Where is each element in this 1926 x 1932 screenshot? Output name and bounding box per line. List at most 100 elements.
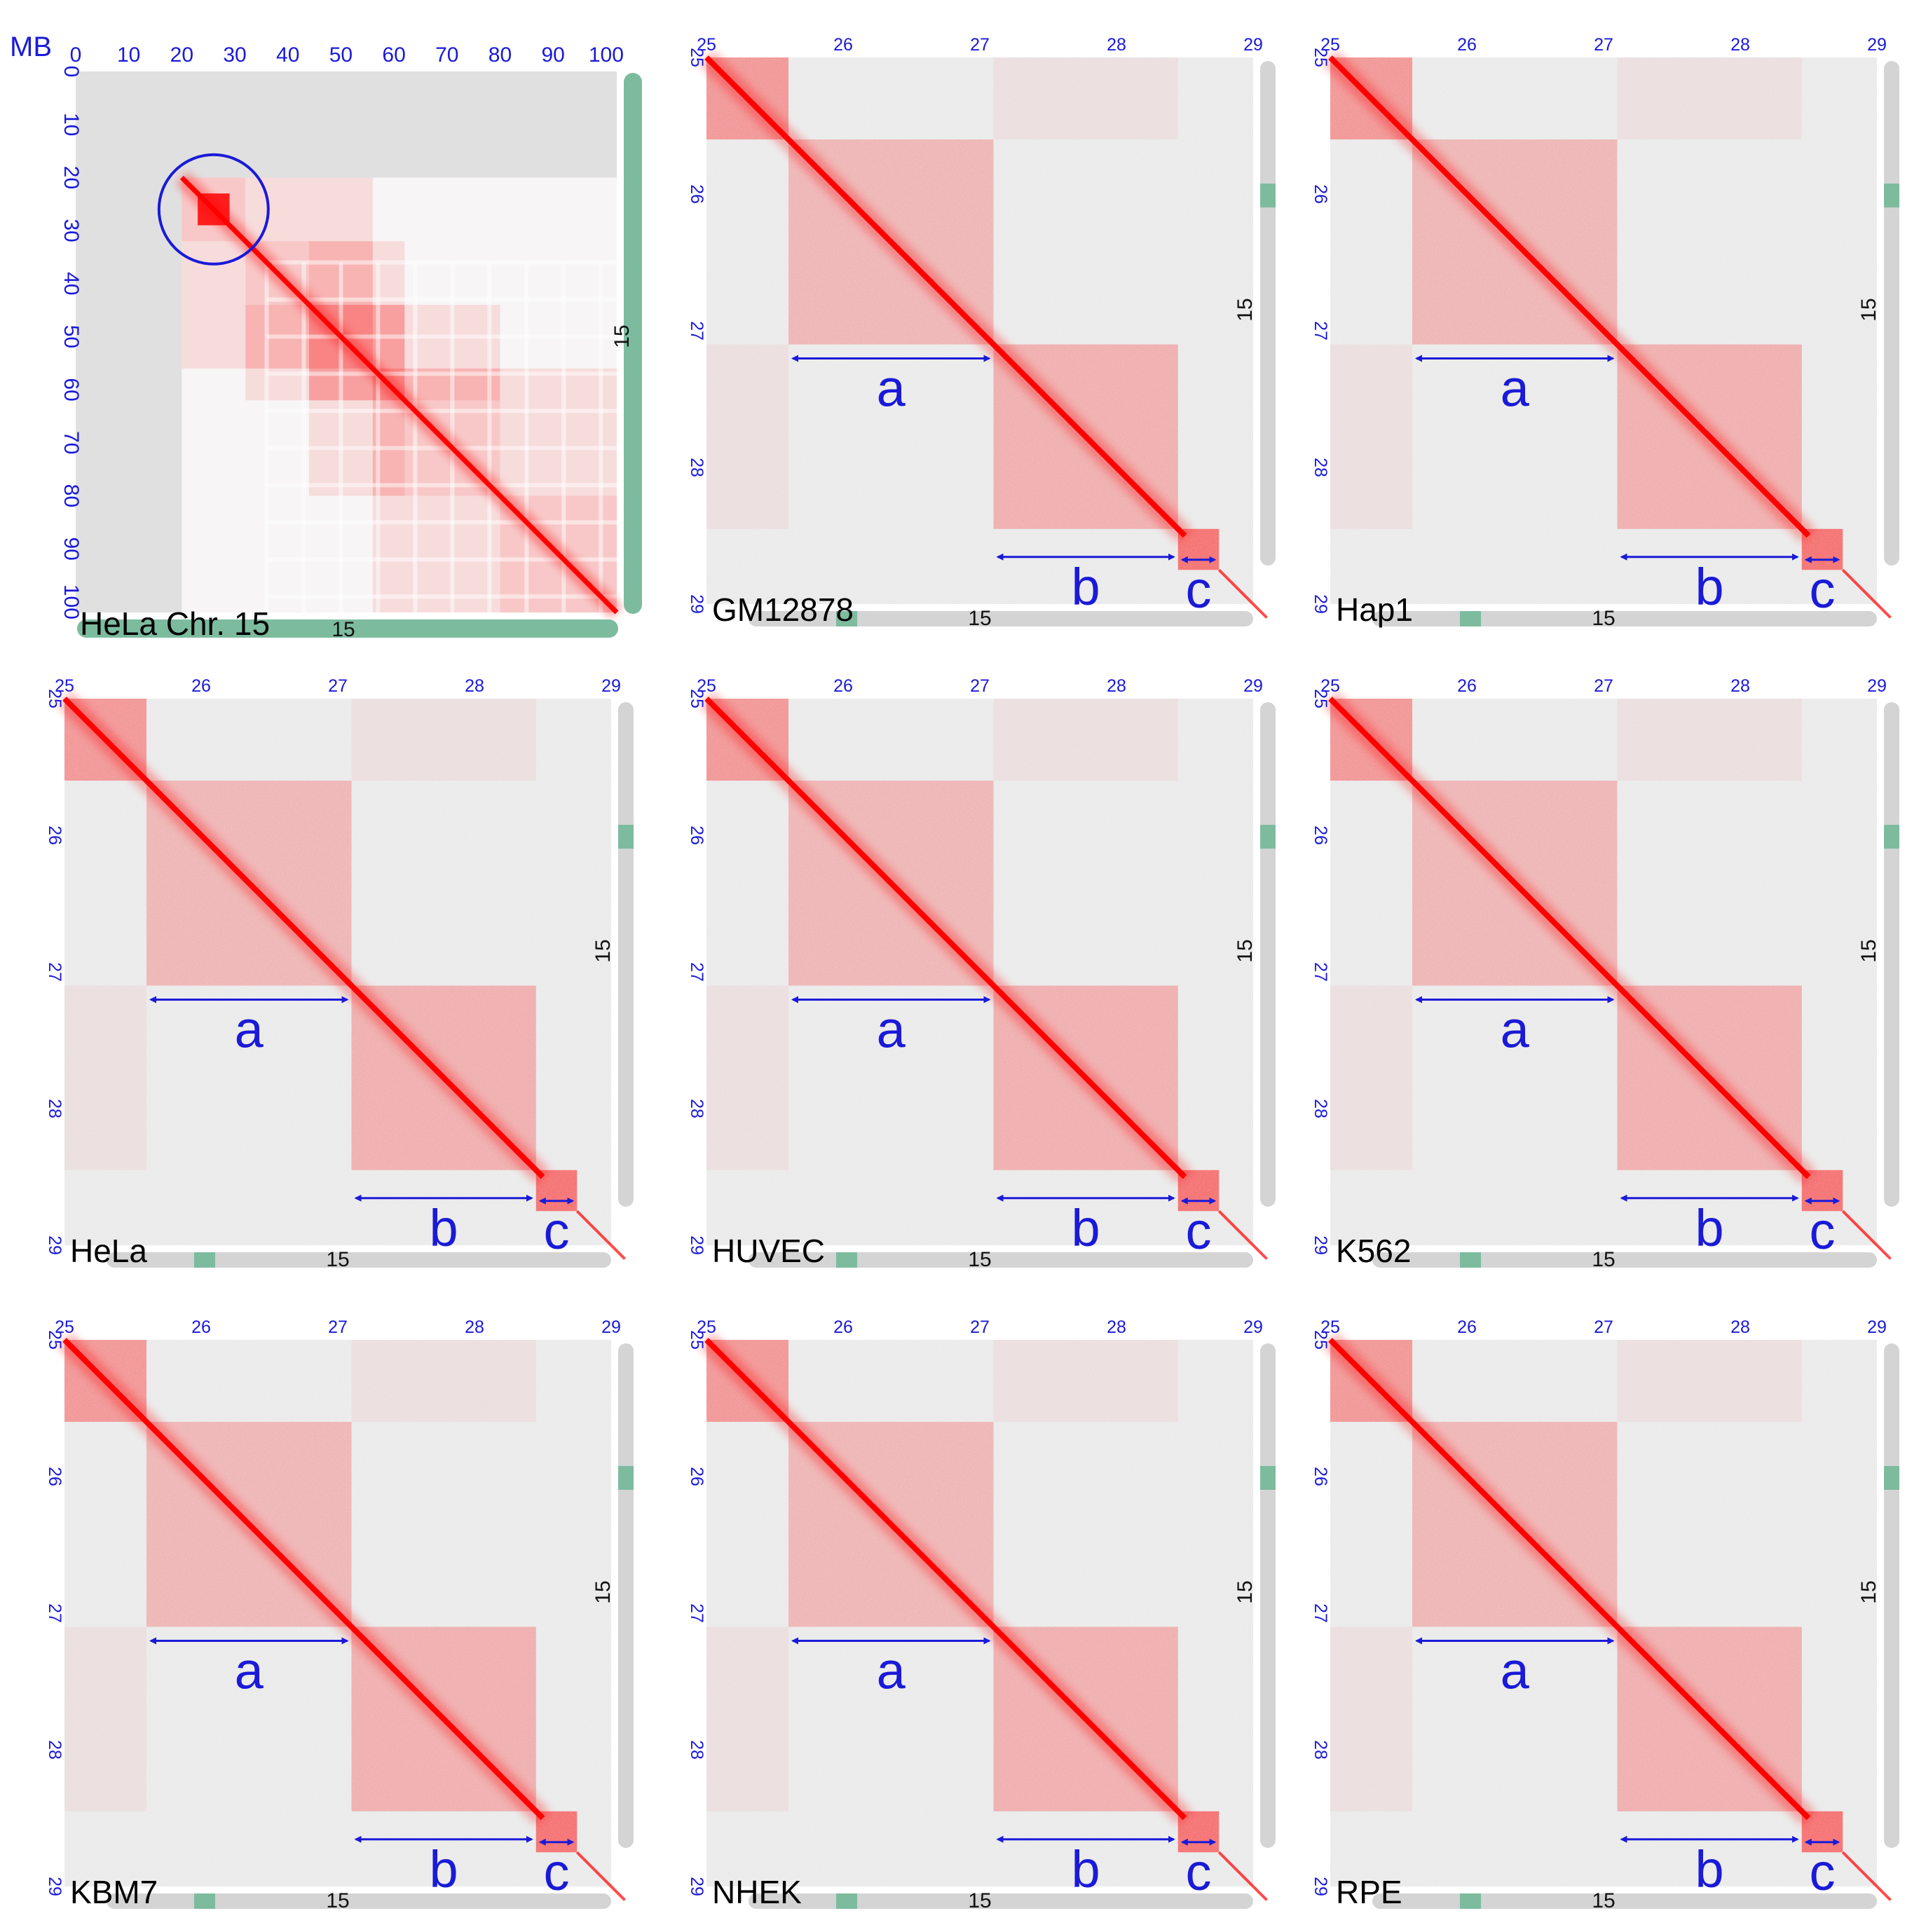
diagonal	[704, 1338, 1187, 1821]
panel-huvec: 25 26 27 28 29 25 26 27 28 29 15 15 HUVEC a b c	[687, 676, 1276, 1271]
chromosome-ideogram-h	[749, 611, 1253, 626]
cell-line-label: NHEK	[712, 1874, 802, 1910]
x-tick: 28	[1107, 676, 1126, 696]
domain-label-c: c	[1810, 561, 1836, 619]
domain-label-a: a	[1501, 1001, 1530, 1059]
y-tick: 27	[45, 962, 64, 982]
x-tick: 25	[697, 676, 716, 696]
overview-x-tick: 0	[70, 43, 82, 67]
x-tick: 25	[55, 676, 74, 696]
x-tick: 29	[1867, 1317, 1887, 1337]
y-tick: 29	[1311, 1877, 1330, 1896]
domain-label-c: c	[1186, 1202, 1212, 1260]
chromosome-ideogram-v	[1884, 702, 1899, 1207]
x-tick: 29	[601, 676, 621, 696]
chromosome-number-v: 15	[592, 1580, 615, 1603]
diagonal	[704, 55, 1187, 538]
overview-y-tick: 50	[60, 325, 83, 348]
y-tick: 25	[687, 48, 706, 67]
x-tick: 25	[697, 1317, 716, 1337]
chromosome-band-v	[1260, 1466, 1276, 1490]
y-tick: 28	[687, 458, 706, 477]
x-tick: 27	[970, 35, 990, 55]
y-tick: 26	[687, 1467, 706, 1486]
chromosome-ideogram-h	[107, 1252, 611, 1268]
y-tick: 27	[45, 1603, 64, 1623]
x-tick: 27	[1594, 676, 1613, 696]
overview-axis-label: MB	[10, 32, 52, 62]
overview-panel: MB 0 10 20 30 40 50 60 70 80 90 100 0 10 20 30 40 50 60 70 8…	[10, 32, 642, 642]
y-tick: 28	[1311, 458, 1330, 477]
x-tick: 28	[465, 1317, 484, 1337]
y-tick: 29	[687, 1235, 706, 1255]
chromosome-ideogram-v	[1260, 61, 1276, 566]
chromosome-number-h: 15	[968, 1889, 991, 1912]
chromosome-band-h	[836, 1893, 857, 1909]
overview-chromosome-ideogram-v	[624, 73, 642, 614]
domain-label-b: b	[1072, 558, 1100, 616]
overview-x-tick: 60	[382, 43, 405, 67]
x-tick: 29	[601, 1317, 621, 1337]
overview-y-tick: 0	[60, 66, 83, 78]
y-tick: 28	[687, 1099, 706, 1118]
x-tick: 27	[1594, 35, 1613, 55]
chromosome-ideogram-h	[107, 1893, 611, 1909]
overview-y-tick: 20	[60, 166, 83, 189]
chromosome-band-v	[1884, 184, 1899, 207]
y-tick: 25	[45, 1330, 64, 1350]
y-tick: 25	[1311, 48, 1330, 67]
cell-line-label: GM12878	[712, 591, 854, 628]
overview-x-tick: 20	[170, 43, 193, 67]
chromosome-number-v: 15	[1857, 298, 1880, 321]
overview-diagonal	[179, 175, 619, 615]
diagonal-tail	[1217, 1851, 1268, 1901]
y-tick: 27	[687, 962, 706, 982]
overview-x-tick: 70	[435, 43, 458, 67]
chromosome-number-v: 15	[1857, 1580, 1880, 1603]
domain-label-a: a	[235, 1001, 264, 1059]
overview-x-tick: 50	[329, 43, 353, 67]
circle-highlight-icon	[157, 153, 270, 266]
chromosome-ideogram-v	[1260, 1343, 1276, 1848]
chromosome-band-h	[836, 611, 857, 626]
diagonal-tail	[575, 1210, 626, 1260]
overview-x-tick: 10	[117, 43, 140, 67]
chromosome-band-h	[1460, 611, 1481, 626]
chromosome-number-v: 15	[1234, 939, 1257, 962]
y-tick: 26	[45, 1467, 64, 1486]
x-tick: 27	[970, 1317, 990, 1337]
overview-x-tick: 80	[489, 43, 512, 67]
diagonal-tail	[1841, 568, 1892, 619]
domain-label-c: c	[1186, 1843, 1212, 1901]
y-tick: 28	[1311, 1740, 1330, 1760]
chromosome-band-v	[618, 1466, 634, 1490]
overview-y-tick: 10	[60, 113, 83, 136]
overview-y-tick: 40	[60, 272, 83, 295]
overview-y-tick: 30	[60, 219, 83, 242]
cell-line-label: Hap1	[1336, 591, 1413, 628]
chromosome-band-v	[1884, 1466, 1899, 1490]
overview-y-tick: 80	[60, 484, 83, 507]
domain-label-b: b	[430, 1199, 458, 1257]
domain-label-a: a	[877, 359, 906, 418]
chromosome-number-h: 15	[968, 1248, 991, 1271]
panel-nhek: 25 26 27 28 29 25 26 27 28 29 15 15 NHEK a b c	[687, 1317, 1276, 1912]
overview-x-tick: 40	[276, 43, 299, 67]
chromosome-band-v	[618, 825, 634, 849]
chromosome-number-h: 15	[968, 607, 991, 630]
chromosome-ideogram-v	[618, 702, 634, 1207]
chromosome-number-v: 15	[1857, 939, 1880, 962]
diagonal-tail	[575, 1851, 626, 1901]
panel-kbm7: 25 26 27 28 29 25 26 27 28 29 15 15 KBM7 a b c	[45, 1317, 634, 1912]
chromosome-band-h	[194, 1252, 215, 1268]
x-tick: 25	[697, 35, 716, 55]
chromosome-number-h: 15	[326, 1248, 349, 1271]
y-tick: 29	[687, 1877, 706, 1896]
chromosome-band-v	[1884, 825, 1899, 849]
diagonal-tail	[1217, 1210, 1268, 1260]
x-tick: 29	[1243, 1317, 1263, 1337]
y-tick: 25	[687, 689, 706, 708]
y-tick: 29	[687, 594, 706, 614]
panel-hap1: 25 26 27 28 29 25 26 27 28 29 15 15 Hap1 a b c	[1311, 35, 1899, 630]
diagonal	[62, 1338, 545, 1821]
